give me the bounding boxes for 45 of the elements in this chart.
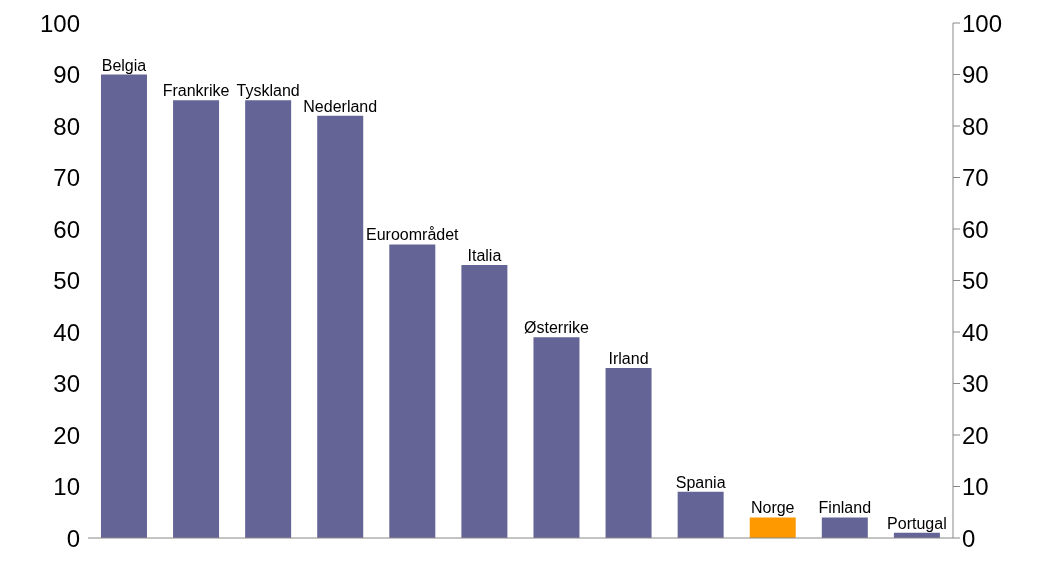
x-tick-label: Portugal	[887, 514, 947, 532]
x-tick-label: Euroområdet	[366, 226, 460, 244]
y2-tick-label: 20	[962, 421, 989, 449]
y-tick-label: 60	[53, 215, 80, 243]
bar	[173, 100, 220, 538]
y2-tick-label: 10	[962, 473, 989, 501]
y2-tick-label: 70	[962, 164, 989, 192]
y-tick-label: 90	[53, 61, 80, 89]
x-tick-label: Nederland	[303, 97, 378, 115]
y2-tick-label: 50	[962, 267, 989, 295]
x-tick-label: Frankrike	[162, 82, 230, 100]
bar	[749, 517, 796, 538]
bar	[317, 115, 364, 538]
x-tick-label: Italia	[467, 247, 502, 265]
y2-tick-label: 100	[962, 9, 1003, 37]
bar	[605, 368, 652, 538]
y2-tick-label: 40	[962, 318, 989, 346]
y-tick-label: 20	[53, 421, 80, 449]
x-tick-label: Østerrike	[524, 319, 590, 337]
x-tick-label: Norge	[750, 499, 795, 517]
y-tick-label: 10	[53, 473, 80, 501]
bar	[821, 517, 868, 538]
bar	[245, 100, 292, 538]
y-tick-label: 40	[53, 318, 80, 346]
y2-tick-label: 60	[962, 215, 989, 243]
y2-tick-label: 90	[962, 61, 989, 89]
y2-tick-label: 80	[962, 112, 989, 140]
y-tick-label: 30	[53, 370, 80, 398]
y-tick-label: 50	[53, 267, 80, 295]
y-tick-label: 100	[39, 9, 80, 37]
bar	[389, 244, 436, 538]
y2-tick-label: 30	[962, 370, 989, 398]
bar	[533, 337, 580, 538]
x-tick-label: Tyskland	[236, 82, 300, 100]
x-tick-label: Spania	[675, 473, 726, 491]
y-tick-label: 80	[53, 112, 80, 140]
y-tick-label: 0	[66, 524, 80, 552]
bar	[100, 74, 147, 538]
y-tick-label: 70	[53, 164, 80, 192]
x-tick-label: Belgia	[101, 56, 147, 74]
bar	[461, 265, 508, 538]
x-tick-label: Finland	[818, 499, 872, 517]
y2-tick-label: 0	[962, 524, 976, 552]
x-tick-label: Irland	[608, 350, 649, 368]
bar	[677, 491, 724, 538]
